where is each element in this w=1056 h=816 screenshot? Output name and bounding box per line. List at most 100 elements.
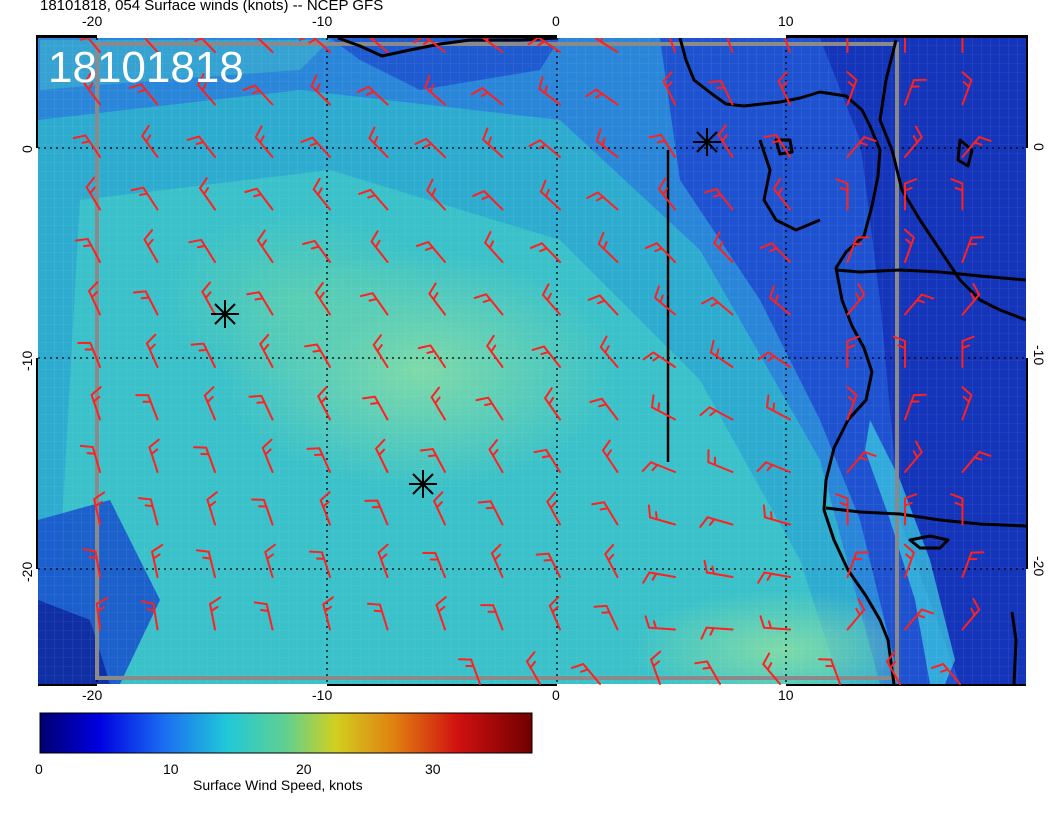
wind-barb — [150, 543, 164, 578]
wind-barb — [369, 38, 389, 53]
wind-barb — [757, 571, 791, 584]
wind-barb — [597, 231, 619, 263]
wind-barb — [541, 283, 561, 316]
wind-barb — [904, 178, 918, 211]
lon-tick-label: -10 — [312, 13, 332, 29]
wind-barb — [475, 396, 504, 421]
wind-barb — [432, 491, 446, 526]
wind-barb — [525, 651, 541, 685]
wind-barb — [426, 178, 446, 211]
wind-barb — [359, 292, 389, 316]
wind-barb — [486, 334, 504, 368]
wind-barb — [903, 228, 916, 263]
wind-barb — [314, 281, 331, 316]
wind-barb — [300, 136, 331, 158]
wind-barb — [701, 296, 734, 316]
wind-barb — [835, 178, 849, 211]
wind-barb — [483, 230, 504, 263]
wind-barb — [533, 448, 561, 473]
wind-barb — [132, 290, 159, 316]
wind-barb — [316, 386, 331, 421]
wind-barb — [587, 294, 619, 316]
wind-barb — [538, 76, 561, 106]
wind-barb — [846, 283, 866, 316]
lon-ticks-top: -20 -10 0 10 — [82, 13, 794, 29]
lon-tick-label: 10 — [778, 687, 794, 703]
storm-markers — [211, 128, 721, 498]
wind-barb — [302, 239, 331, 263]
wind-barb — [529, 242, 561, 263]
wind-barb — [254, 125, 274, 158]
wind-barb — [482, 127, 504, 158]
wind-barb — [417, 344, 446, 368]
wind-barb — [846, 135, 877, 158]
wind-barb — [312, 177, 331, 211]
wind-barb — [726, 38, 734, 53]
wind-barb — [184, 38, 216, 53]
wind-barb — [777, 71, 791, 106]
wind-barb — [950, 493, 964, 526]
wind-barb — [846, 450, 877, 473]
wind-barb — [885, 651, 901, 685]
wind-barb — [846, 236, 870, 263]
colorbar-ticks: 0 10 20 30 — [35, 761, 441, 777]
frame-bands — [36, 35, 1028, 686]
wind-barb — [242, 84, 274, 106]
wind-barb — [601, 439, 619, 473]
wind-barb — [818, 658, 841, 685]
wind-barb — [904, 393, 927, 421]
lat-tick-label: -20 — [19, 562, 35, 582]
wind-barb — [195, 549, 216, 578]
colorbar-tick-label: 10 — [163, 761, 179, 777]
wind-barb — [72, 134, 101, 158]
wind-barb — [546, 491, 561, 526]
wind-barb — [961, 386, 973, 421]
wind-barb — [835, 493, 849, 526]
colorbar-tick-label: 30 — [425, 761, 441, 777]
wind-barb — [368, 126, 389, 158]
wind-barb — [430, 386, 446, 421]
wind-barb — [961, 598, 981, 631]
wind-barb — [148, 438, 160, 473]
wind-barb — [419, 447, 446, 473]
wind-barb — [310, 74, 331, 106]
wind-barb — [570, 662, 601, 685]
wind-barb — [413, 38, 446, 53]
wind-barb — [424, 75, 446, 106]
map-title: 18101818, 054 Surface winds (knots) -- N… — [40, 0, 384, 14]
wind-barb — [472, 189, 504, 211]
wind-barb — [783, 38, 791, 53]
wind-barb — [594, 38, 619, 53]
wind-barb — [366, 602, 389, 631]
wind-barb — [298, 38, 331, 53]
lat-ticks-left: 0 -10 -20 — [19, 145, 35, 582]
wind-barb — [699, 516, 734, 528]
wind-barb — [304, 343, 331, 368]
wind-barb — [362, 395, 389, 421]
wind-barb — [186, 135, 216, 158]
wind-barb — [846, 71, 858, 106]
wind-barb — [370, 230, 389, 263]
wind-barb — [904, 440, 923, 473]
wind-barb — [892, 335, 906, 368]
wind-barb — [700, 626, 734, 640]
wind-barb — [548, 596, 561, 631]
wind-barb — [259, 333, 274, 368]
wind-barb — [904, 608, 935, 631]
wind-barb — [415, 240, 446, 263]
wind-barb — [203, 386, 216, 421]
wind-barb — [256, 229, 274, 263]
wind-barb — [143, 229, 159, 263]
wind-barb — [757, 351, 791, 368]
wind-barb — [846, 551, 870, 578]
wind-barb — [128, 83, 159, 106]
wind-barb — [82, 548, 101, 578]
wind-barb — [79, 444, 101, 473]
wind-barb — [642, 351, 676, 368]
wind-barb — [699, 406, 734, 421]
colorbar-tick-label: 0 — [35, 761, 43, 777]
wind-barb — [662, 71, 676, 106]
wind-barb — [356, 85, 389, 106]
wind-barb — [641, 461, 676, 473]
